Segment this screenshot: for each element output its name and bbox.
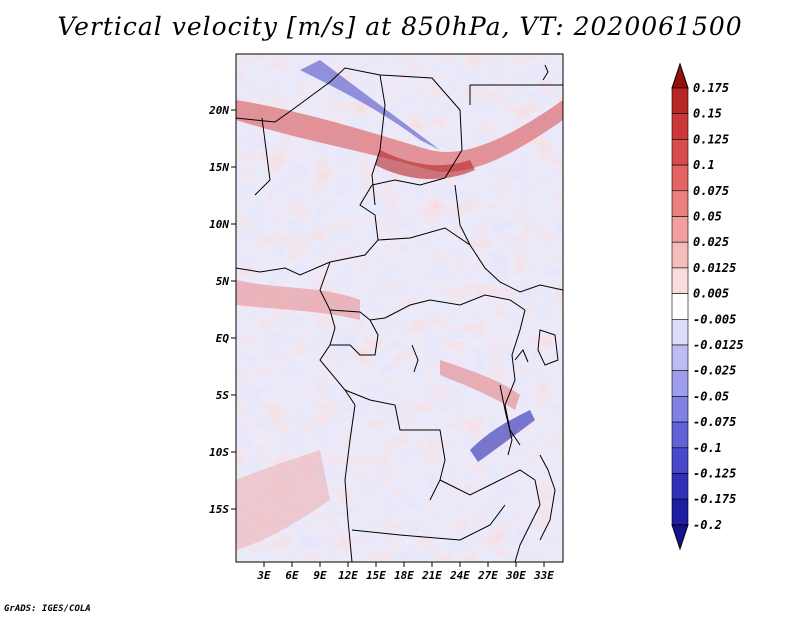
colorbar-label: 0.15: [693, 107, 722, 121]
colorbar-box: [671, 318, 689, 346]
colorbar-box: [671, 87, 689, 115]
colorbar-box: [671, 396, 689, 423]
lat-label-10s: 10S: [209, 446, 229, 459]
lat-label-5s: 5S: [216, 389, 230, 402]
lon-label-33e: 33E: [533, 569, 554, 582]
colorbar-box: [671, 241, 689, 269]
colorbar-label: 0.1: [693, 158, 715, 172]
lon-label-12e: 12E: [338, 569, 358, 582]
colorbar-label: 0.025: [693, 235, 729, 249]
lon-label-30e: 30E: [505, 569, 526, 582]
colorbar-box: [671, 190, 689, 217]
colorbar-label: -0.175: [693, 492, 736, 506]
lat-label-15n: 15N: [209, 161, 229, 174]
colorbar-box: [671, 421, 689, 449]
lon-label-24e: 24E: [449, 569, 470, 582]
colorbar-box: [671, 164, 689, 192]
colorbar-box: [671, 113, 689, 140]
colorbar-label: -0.005: [693, 312, 736, 326]
lat-label-20n: 20N: [208, 104, 229, 117]
lon-label-9e: 9E: [313, 569, 327, 582]
software-credit: GrADS: IGES/COLA: [4, 604, 91, 614]
colorbar-box: [671, 216, 689, 243]
map-frame: [235, 53, 564, 563]
colorbar-label: -0.075: [693, 415, 736, 429]
lat-label-15s: 15S: [209, 503, 229, 516]
lon-label-15e: 15E: [366, 569, 386, 582]
lon-label-3e: 3E: [256, 569, 271, 582]
colorbar-box: [671, 447, 689, 474]
colorbar-label: 0.075: [693, 184, 729, 198]
colorbar-label: -0.025: [693, 364, 736, 378]
colorbar-label: 0.175: [693, 81, 729, 95]
latitude-axis: 20N 15N 10N 5N EQ 5S 10S 15S: [208, 104, 236, 516]
lon-label-21e: 21E: [421, 569, 442, 582]
colorbar-box: [671, 293, 689, 320]
colorbar-label: -0.125: [693, 467, 736, 481]
colorbar-label: -0.0125: [693, 338, 744, 352]
lat-label-eq: EQ: [216, 332, 230, 345]
colorbar: 0.175 0.15 0.125 0.1 0.075 0.05 0.025 0.0125 0.0…: [671, 62, 744, 551]
lat-label-10n: 10N: [209, 218, 229, 231]
colorbar-label: 0.125: [693, 132, 729, 146]
colorbar-box: [671, 473, 689, 500]
colorbar-label: -0.2: [693, 518, 722, 532]
longitude-axis: 3E 6E 9E 12E 15E 18E 21E 24E 27E 30E 33E: [256, 562, 554, 582]
colorbar-box: [671, 139, 689, 166]
colorbar-box: [671, 344, 689, 372]
colorbar-label: -0.1: [693, 441, 722, 455]
velocity-field: [236, 54, 563, 562]
colorbar-bottom-arrow: [671, 524, 689, 551]
colorbar-box: [671, 370, 689, 397]
map-title: Vertical velocity [m/s] at 850hPa, VT: 2…: [57, 12, 743, 41]
colorbar-box: [671, 498, 689, 526]
colorbar-label: 0.005: [693, 287, 729, 301]
country-borders: [236, 64, 563, 562]
colorbar-label: 0.05: [693, 210, 722, 224]
lon-label-27e: 27E: [477, 569, 498, 582]
colorbar-top-arrow: [671, 62, 689, 89]
colorbar-label: -0.05: [693, 389, 729, 403]
lon-label-18e: 18E: [394, 569, 414, 582]
lat-label-5n: 5N: [216, 275, 230, 288]
colorbar-box: [671, 267, 689, 294]
colorbar-label: 0.0125: [693, 261, 736, 275]
lon-label-6e: 6E: [285, 569, 299, 582]
